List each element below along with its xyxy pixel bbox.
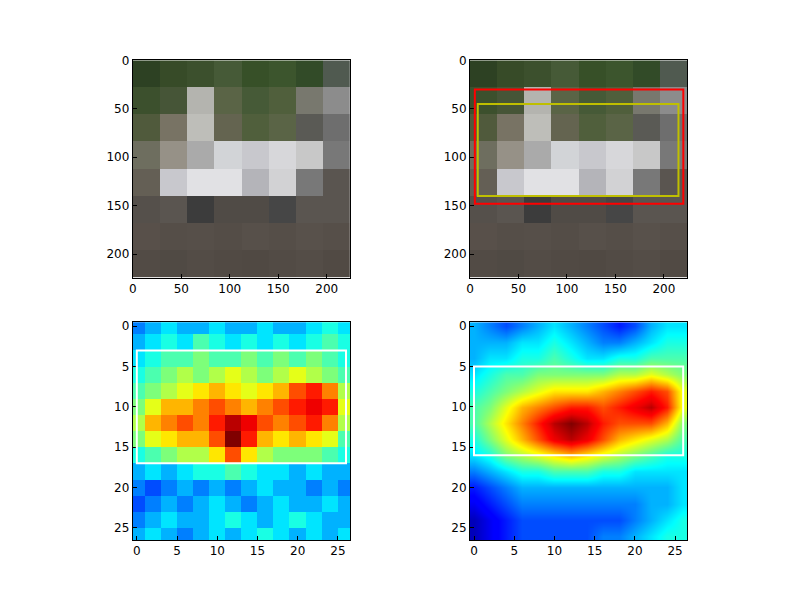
svg-text:10: 10 (114, 400, 129, 414)
svg-text:20: 20 (290, 544, 305, 558)
svg-text:200: 200 (106, 247, 129, 261)
svg-text:0: 0 (129, 282, 137, 296)
svg-text:100: 100 (444, 150, 467, 164)
svg-text:15: 15 (587, 544, 602, 558)
svg-text:25: 25 (114, 521, 129, 535)
svg-text:0: 0 (470, 544, 478, 558)
svg-text:100: 100 (218, 282, 241, 296)
svg-text:200: 200 (315, 282, 338, 296)
svg-text:15: 15 (250, 544, 265, 558)
svg-text:0: 0 (459, 319, 467, 333)
svg-text:20: 20 (114, 481, 129, 495)
svg-text:100: 100 (556, 282, 579, 296)
svg-text:0: 0 (122, 319, 130, 333)
svg-text:150: 150 (444, 199, 467, 213)
svg-text:15: 15 (114, 440, 129, 454)
svg-text:25: 25 (330, 544, 345, 558)
svg-text:5: 5 (459, 360, 467, 374)
svg-text:50: 50 (511, 282, 526, 296)
svg-text:0: 0 (466, 282, 474, 296)
svg-text:0: 0 (122, 54, 130, 68)
svg-text:10: 10 (451, 400, 466, 414)
svg-text:0: 0 (133, 544, 141, 558)
svg-text:50: 50 (114, 102, 129, 116)
svg-text:50: 50 (451, 102, 466, 116)
svg-text:15: 15 (451, 440, 466, 454)
svg-text:10: 10 (547, 544, 562, 558)
svg-text:200: 200 (652, 282, 675, 296)
svg-text:100: 100 (106, 150, 129, 164)
svg-text:5: 5 (122, 360, 130, 374)
svg-text:5: 5 (173, 544, 181, 558)
svg-text:25: 25 (451, 521, 466, 535)
svg-text:200: 200 (444, 247, 467, 261)
svg-text:0: 0 (459, 54, 467, 68)
svg-text:150: 150 (604, 282, 627, 296)
svg-text:150: 150 (106, 199, 129, 213)
svg-text:5: 5 (510, 544, 518, 558)
svg-text:50: 50 (174, 282, 189, 296)
svg-text:20: 20 (627, 544, 642, 558)
svg-text:10: 10 (210, 544, 225, 558)
svg-text:150: 150 (267, 282, 290, 296)
svg-text:25: 25 (667, 544, 682, 558)
svg-text:20: 20 (451, 481, 466, 495)
